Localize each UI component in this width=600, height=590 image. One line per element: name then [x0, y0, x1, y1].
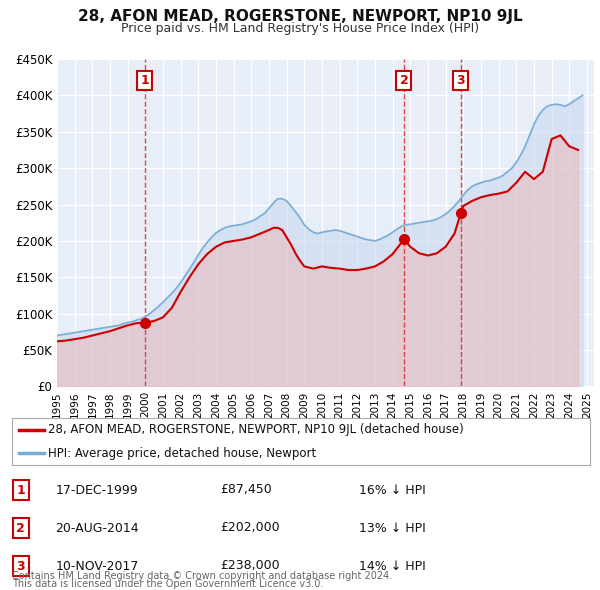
- Text: 14% ↓ HPI: 14% ↓ HPI: [359, 559, 425, 572]
- Text: 28, AFON MEAD, ROGERSTONE, NEWPORT, NP10 9JL: 28, AFON MEAD, ROGERSTONE, NEWPORT, NP10…: [77, 9, 523, 24]
- Text: 17-DEC-1999: 17-DEC-1999: [55, 483, 138, 497]
- Text: 28, AFON MEAD, ROGERSTONE, NEWPORT, NP10 9JL (detached house): 28, AFON MEAD, ROGERSTONE, NEWPORT, NP10…: [48, 423, 464, 436]
- Text: £87,450: £87,450: [220, 483, 272, 497]
- Text: 16% ↓ HPI: 16% ↓ HPI: [359, 483, 425, 497]
- Text: HPI: Average price, detached house, Newport: HPI: Average price, detached house, Newp…: [48, 447, 316, 460]
- Text: 20-AUG-2014: 20-AUG-2014: [55, 522, 139, 535]
- Text: 1: 1: [140, 74, 149, 87]
- Text: 3: 3: [457, 74, 465, 87]
- Text: Price paid vs. HM Land Registry's House Price Index (HPI): Price paid vs. HM Land Registry's House …: [121, 22, 479, 35]
- Text: 2: 2: [16, 522, 25, 535]
- Text: 13% ↓ HPI: 13% ↓ HPI: [359, 522, 425, 535]
- Text: 1: 1: [16, 483, 25, 497]
- Text: 2: 2: [400, 74, 408, 87]
- Text: 10-NOV-2017: 10-NOV-2017: [55, 559, 139, 572]
- Text: £238,000: £238,000: [220, 559, 280, 572]
- Text: Contains HM Land Registry data © Crown copyright and database right 2024.: Contains HM Land Registry data © Crown c…: [12, 571, 392, 581]
- Text: 3: 3: [16, 559, 25, 572]
- Text: £202,000: £202,000: [220, 522, 280, 535]
- Text: This data is licensed under the Open Government Licence v3.0.: This data is licensed under the Open Gov…: [12, 579, 323, 589]
